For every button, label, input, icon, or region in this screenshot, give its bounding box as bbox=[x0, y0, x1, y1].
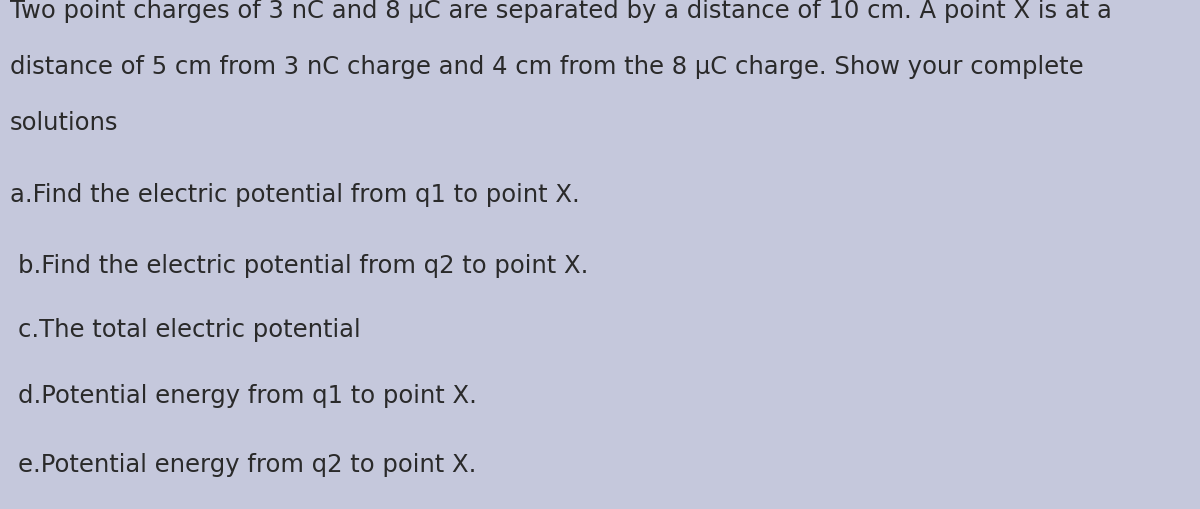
Text: distance of 5 cm from 3 nC charge and 4 cm from the 8 μC charge. Show your compl: distance of 5 cm from 3 nC charge and 4 … bbox=[10, 55, 1084, 79]
Text: c.The total electric potential: c.The total electric potential bbox=[18, 317, 361, 341]
Text: a.Find the electric potential from q1 to point X.: a.Find the electric potential from q1 to… bbox=[10, 182, 580, 206]
Text: Two point charges of 3 nC and 8 μC are separated by a distance of 10 cm. A point: Two point charges of 3 nC and 8 μC are s… bbox=[10, 0, 1111, 23]
Text: solutions: solutions bbox=[10, 111, 118, 135]
Text: d.Potential energy from q1 to point X.: d.Potential energy from q1 to point X. bbox=[18, 383, 476, 407]
Text: b.Find the electric potential from q2 to point X.: b.Find the electric potential from q2 to… bbox=[18, 253, 588, 277]
Text: e.Potential energy from q2 to point X.: e.Potential energy from q2 to point X. bbox=[18, 452, 476, 476]
